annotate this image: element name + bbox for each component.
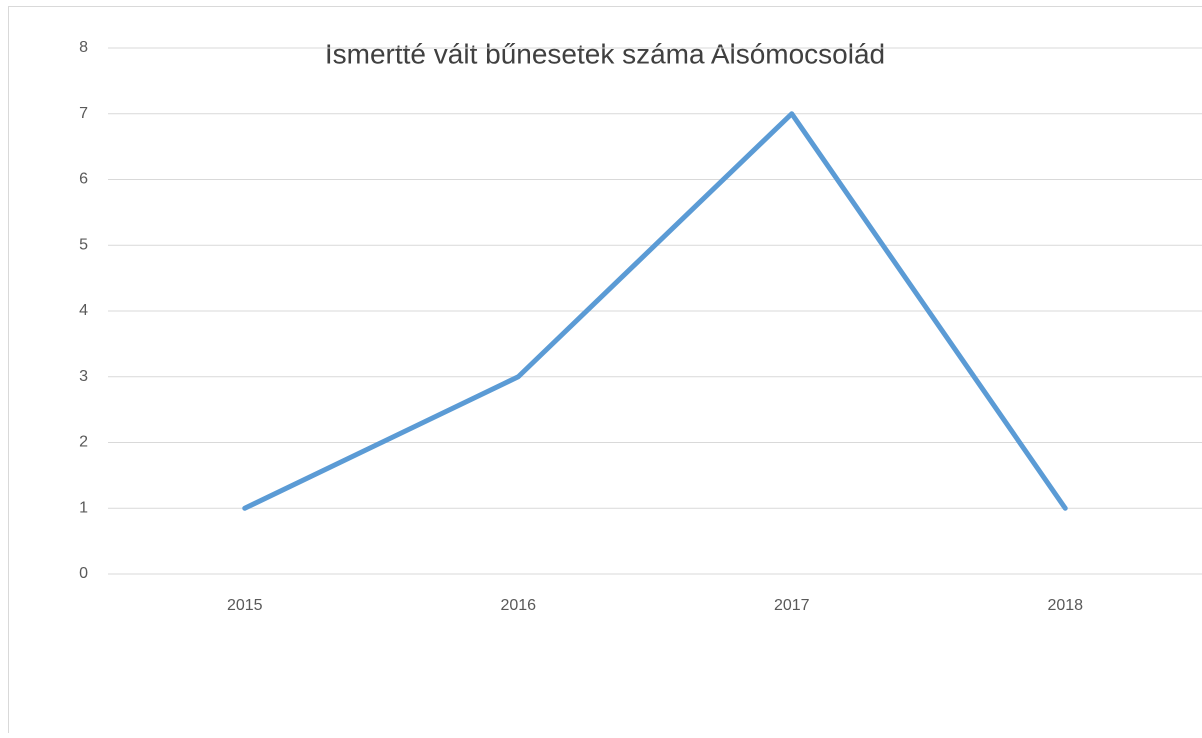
y-tick-label: 3 [79, 368, 88, 385]
y-tick-label: 1 [79, 499, 88, 516]
x-tick-label: 2017 [774, 597, 810, 614]
x-tick-label: 2015 [227, 597, 263, 614]
y-tick-label: 7 [79, 105, 88, 122]
y-tick-label: 8 [79, 39, 88, 56]
y-tick-label: 2 [79, 434, 88, 451]
y-tick-label: 0 [79, 565, 88, 582]
x-tick-label: 2018 [1047, 597, 1083, 614]
chart-title: Ismertté vált bűnesetek száma Alsómocsol… [325, 38, 885, 69]
y-tick-label: 4 [79, 302, 88, 319]
x-tick-label: 2016 [500, 597, 536, 614]
chart-border [9, 7, 1202, 734]
y-tick-label: 5 [79, 236, 88, 253]
y-tick-label: 6 [79, 171, 88, 188]
